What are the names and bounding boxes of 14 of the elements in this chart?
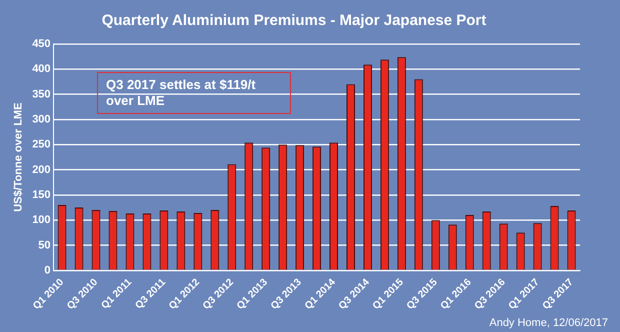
chart-title: Quarterly Aluminium Premiums - Major Japanese Port [102,12,486,30]
y-axis-title: US$/Tonne over LME [12,102,25,212]
y-tick-label: 350 [32,88,51,100]
y-tick-label: 0 [44,264,51,276]
annotation: Q3 2017 settles at $119/t over LME [97,72,291,114]
text: Andy Home, 12/06/2017 [489,317,608,329]
y-tick-label: 250 [32,138,51,151]
y-tick-label: 400 [32,63,51,76]
y-tick-label: 300 [32,113,51,126]
y-tick-label: 200 [32,164,51,176]
y-tick-label: 150 [32,188,51,201]
y-tick-label: 450 [32,38,51,50]
y-tick-label: 100 [32,214,51,226]
y-tick-label: 50 [38,239,51,252]
